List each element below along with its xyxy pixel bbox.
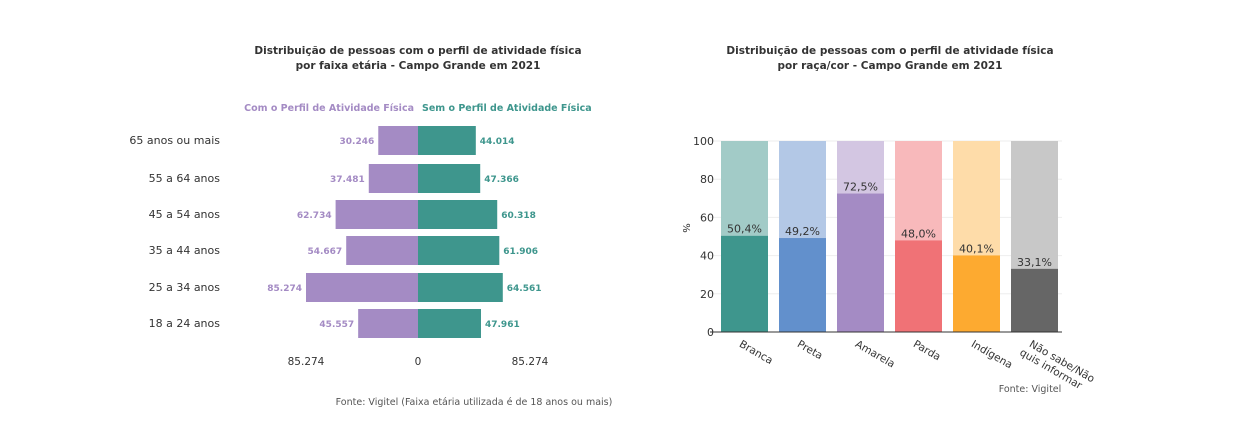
bar-value-label: 33,1%	[1017, 256, 1052, 269]
y-axis-label: %	[680, 223, 691, 233]
x-category-label: Preta	[795, 338, 825, 362]
bar-background	[1011, 141, 1058, 269]
bar-value-label: 40,1%	[959, 242, 994, 255]
bar-sem	[418, 164, 481, 193]
y-tick-label: 80	[700, 173, 714, 186]
x-category-label: Parda	[911, 338, 943, 363]
x-category-label: Indígena	[969, 338, 1014, 371]
value-label-com: 30.246	[340, 137, 375, 147]
chart2-title: Distribuição de pessoas com o perfil de …	[726, 45, 1053, 57]
bar-sem	[418, 236, 500, 265]
bar-value-label: 50,4%	[727, 223, 762, 236]
bar-com	[346, 236, 418, 265]
value-label-sem: 64.561	[507, 284, 542, 294]
value-label-com: 37.481	[330, 175, 365, 185]
bar-sem	[418, 126, 476, 155]
age-label: 25 a 34 anos	[149, 281, 221, 294]
chart2-source: Fonte: Vigitel	[999, 384, 1062, 395]
bar-background	[779, 141, 826, 239]
bar-sem	[418, 273, 503, 302]
chart1-title: Distribuição de pessoas com o perfil de …	[254, 45, 581, 57]
bar-value-label: 49,2%	[785, 225, 820, 238]
chart1-title: por faixa etária - Campo Grande em 2021	[296, 60, 541, 72]
bar-com	[306, 273, 418, 302]
value-label-sem: 44.014	[480, 137, 515, 147]
value-label-sem: 60.318	[501, 211, 536, 221]
bar-background	[953, 141, 1000, 256]
chart1-legend-com: Com o Perfil de Atividade Física	[244, 103, 414, 114]
bar-value	[953, 255, 1000, 332]
x-category-label: Amarela	[853, 338, 897, 370]
value-label-sem: 47.366	[484, 175, 519, 185]
bar-background	[837, 141, 884, 194]
x-category-label: Branca	[737, 338, 775, 367]
bar-value	[779, 238, 826, 332]
bar-com	[368, 164, 418, 193]
bar-value	[1011, 268, 1058, 332]
age-label: 18 a 24 anos	[149, 317, 221, 330]
y-tick-label: 100	[693, 135, 714, 148]
y-tick-label: 60	[700, 211, 714, 224]
bar-value	[895, 240, 942, 332]
value-label-com: 45.557	[319, 320, 354, 330]
y-tick-label: 40	[700, 250, 714, 263]
bar-value-label: 72,5%	[843, 181, 878, 194]
chart1-source: Fonte: Vigitel (Faixa etária utilizada é…	[336, 397, 613, 408]
x-tick-label: 85.274	[288, 356, 325, 368]
value-label-com: 62.734	[297, 211, 332, 221]
x-tick-label: 85.274	[512, 356, 549, 368]
bar-sem	[418, 309, 481, 338]
chart1-legend-sem: Sem o Perfil de Atividade Física	[422, 103, 592, 114]
bar-value	[837, 193, 884, 332]
value-label-sem: 61.906	[503, 247, 538, 257]
bar-com	[358, 309, 418, 338]
chart2-title: por raça/cor - Campo Grande em 2021	[778, 60, 1003, 72]
bar-sem	[418, 200, 498, 229]
age-label: 65 anos ou mais	[129, 134, 220, 147]
age-label: 55 a 64 anos	[149, 172, 221, 185]
bar-com	[378, 126, 418, 155]
bar-background	[721, 141, 768, 236]
y-tick-label: 20	[700, 288, 714, 301]
age-label: 35 a 44 anos	[149, 244, 221, 257]
bar-background	[895, 141, 942, 241]
bar-value-label: 48,0%	[901, 227, 936, 240]
value-label-sem: 47.961	[485, 320, 520, 330]
value-label-com: 54.667	[307, 247, 342, 257]
bar-com	[335, 200, 418, 229]
age-label: 45 a 54 anos	[149, 208, 221, 221]
bar-value	[721, 235, 768, 332]
x-tick-label: 0	[415, 356, 422, 368]
value-label-com: 85.274	[267, 284, 302, 294]
